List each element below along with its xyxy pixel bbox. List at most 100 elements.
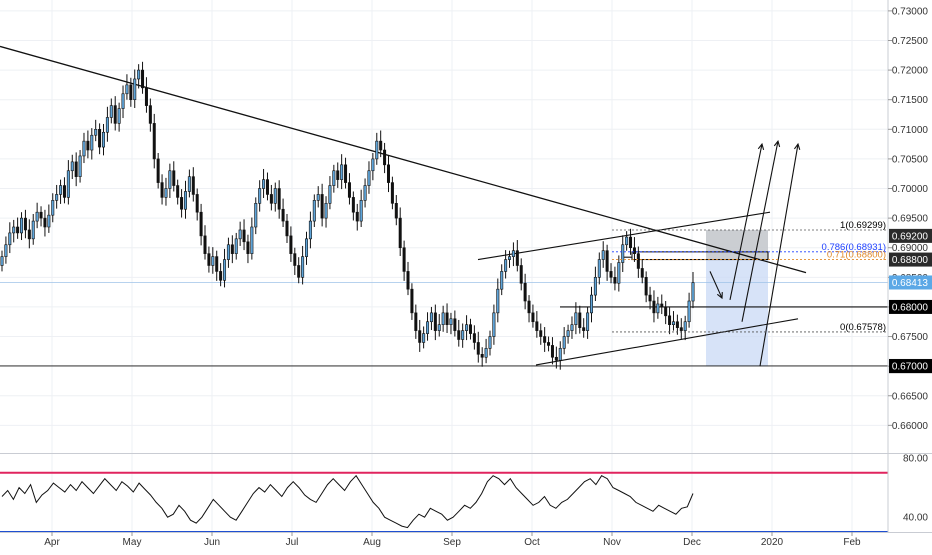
candle-up bbox=[8, 232, 12, 246]
candle-down bbox=[281, 208, 285, 222]
time-tick-label: Apr bbox=[44, 537, 60, 548]
candle-up bbox=[340, 164, 344, 180]
candle-down bbox=[180, 197, 184, 210]
candle-up bbox=[574, 312, 578, 325]
time-tick-label: Nov bbox=[603, 537, 621, 548]
candle-down bbox=[472, 333, 476, 343]
candle-down bbox=[129, 84, 133, 100]
candle-up bbox=[223, 259, 227, 281]
fib-label: 0.786(0.68931) bbox=[822, 242, 886, 253]
candle-down bbox=[16, 226, 20, 234]
candle-down bbox=[582, 327, 586, 331]
rsi-pane bbox=[0, 453, 932, 533]
price-tick-label: 0.70000 bbox=[892, 184, 929, 195]
candle-down bbox=[152, 123, 156, 160]
candle-up bbox=[78, 155, 82, 177]
candle-up bbox=[601, 250, 605, 260]
candle-down bbox=[433, 312, 437, 331]
candle-up bbox=[441, 312, 445, 325]
projection-arrow-up-1 bbox=[729, 143, 763, 300]
time-tick-label: 2020 bbox=[761, 537, 784, 548]
candle-up bbox=[687, 300, 691, 323]
candle-down bbox=[390, 182, 394, 204]
candle-up bbox=[589, 294, 594, 314]
candle-up bbox=[211, 256, 215, 266]
candle-down bbox=[554, 356, 558, 361]
candle-down bbox=[531, 312, 535, 323]
candle-up bbox=[422, 333, 426, 343]
price-badge-label: 0.68000 bbox=[892, 302, 929, 313]
candle-down bbox=[347, 182, 351, 198]
candle-up bbox=[328, 185, 332, 204]
candle-up bbox=[4, 244, 8, 257]
candle-up bbox=[59, 185, 63, 195]
candle-down bbox=[269, 194, 273, 204]
candle-down bbox=[406, 271, 410, 290]
candle-down bbox=[535, 321, 539, 331]
candle-up bbox=[125, 84, 129, 95]
time-tick-label: Dec bbox=[683, 537, 701, 548]
price-badge bbox=[889, 228, 932, 243]
price-badge-label: 0.68800 bbox=[892, 255, 929, 266]
price-tick-label: 0.69500 bbox=[892, 214, 929, 225]
candle-up bbox=[258, 188, 262, 204]
candle-up bbox=[562, 336, 566, 349]
candle-up bbox=[593, 277, 597, 296]
candle-down bbox=[609, 271, 613, 278]
projection-arrow-down bbox=[709, 271, 723, 299]
projection-zones bbox=[631, 229, 769, 367]
candle-down bbox=[523, 282, 527, 302]
candle-up bbox=[94, 129, 98, 136]
candle-up bbox=[508, 256, 512, 260]
candle-up bbox=[511, 250, 515, 257]
candle-up bbox=[105, 117, 109, 133]
candle-down bbox=[664, 306, 668, 317]
candle-down bbox=[160, 182, 164, 198]
candle-up bbox=[12, 226, 16, 234]
candle-up bbox=[691, 282, 695, 302]
price-tick-label: 0.71000 bbox=[892, 125, 929, 136]
candle-down bbox=[219, 271, 223, 281]
candle-up bbox=[117, 108, 121, 124]
candle-up bbox=[109, 105, 113, 118]
candle-down bbox=[62, 185, 66, 198]
time-tick-label: Feb bbox=[843, 537, 861, 548]
candle-up bbox=[0, 256, 4, 266]
candle-up bbox=[316, 194, 320, 201]
candle-down bbox=[543, 336, 547, 343]
price-tick-label: 0.72000 bbox=[892, 66, 929, 77]
candle-up bbox=[101, 131, 106, 148]
candle-down bbox=[113, 105, 117, 124]
price-tick-label: 0.70500 bbox=[892, 154, 929, 165]
price-badge-label: 0.69200 bbox=[892, 231, 929, 242]
candle-up bbox=[312, 200, 316, 222]
time-tick-label: Oct bbox=[524, 537, 540, 548]
fib-label: 1(0.69299) bbox=[840, 220, 886, 231]
candle-down bbox=[457, 330, 461, 340]
candle-down bbox=[203, 235, 207, 254]
time-tick-label: Jun bbox=[204, 537, 220, 548]
candle-down bbox=[285, 220, 289, 237]
downtrend-line bbox=[0, 45, 807, 274]
candle-down bbox=[351, 197, 355, 213]
arrow-head bbox=[716, 292, 723, 300]
candle-down bbox=[515, 250, 519, 266]
candle-up bbox=[121, 93, 125, 109]
candle-down bbox=[230, 244, 234, 254]
candle-up bbox=[449, 318, 453, 325]
candle-up bbox=[586, 312, 590, 331]
candle-up bbox=[164, 188, 168, 198]
candle-down bbox=[632, 247, 636, 254]
candle-up bbox=[367, 170, 371, 186]
candle-down bbox=[410, 288, 414, 314]
candle-down bbox=[215, 256, 219, 272]
candle-up bbox=[168, 170, 172, 189]
price-badge bbox=[889, 252, 932, 267]
price-badge bbox=[889, 275, 932, 290]
candle-up bbox=[187, 176, 191, 192]
projection-arrow-up-3 bbox=[759, 144, 799, 367]
candle-down bbox=[144, 87, 148, 106]
candle-down bbox=[527, 300, 531, 314]
